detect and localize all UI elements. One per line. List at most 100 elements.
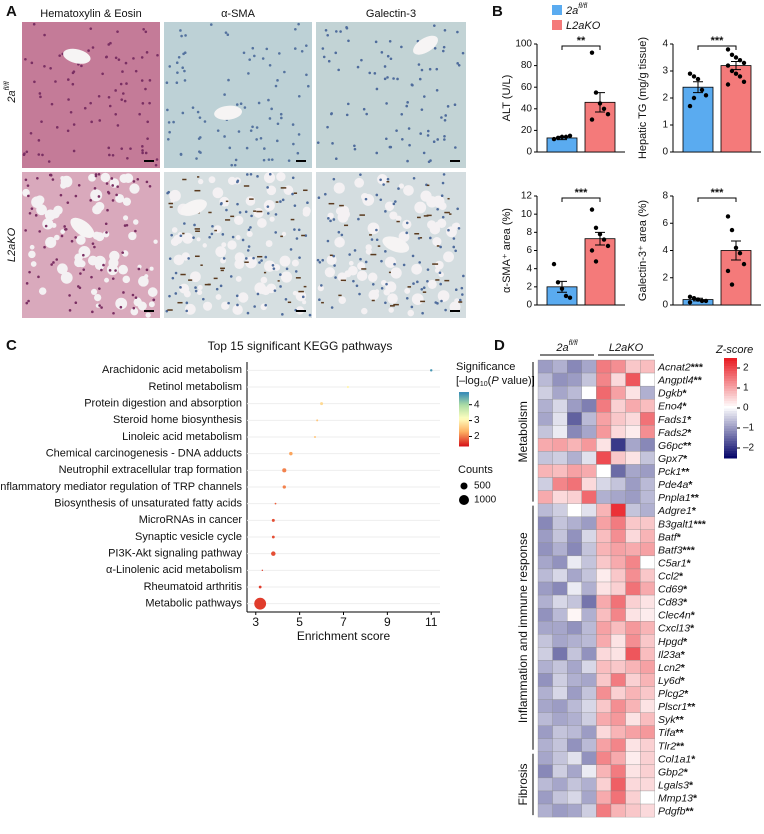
stain bbox=[194, 189, 201, 192]
nucleus bbox=[140, 56, 144, 59]
heatmap-cell bbox=[640, 516, 655, 530]
vacuole bbox=[263, 199, 275, 212]
significance-label: *** bbox=[711, 187, 725, 199]
colorbar-segment bbox=[724, 385, 737, 389]
nucleus bbox=[71, 71, 75, 75]
colorbar-tick-label: 2 bbox=[743, 363, 749, 374]
vacuole bbox=[426, 196, 438, 208]
nucleus bbox=[273, 289, 277, 292]
gene-label: Plcg2* bbox=[658, 688, 689, 700]
nucleus bbox=[114, 269, 117, 272]
nucleus bbox=[243, 106, 247, 109]
heatmap-cell bbox=[552, 764, 568, 779]
text-part: 2a bbox=[555, 342, 568, 354]
nucleus bbox=[245, 257, 248, 260]
nucleus bbox=[279, 285, 282, 288]
heatmap-cell bbox=[596, 438, 612, 452]
category-label: Arachidonic acid metabolism bbox=[102, 364, 242, 376]
heatmap-cell bbox=[552, 647, 568, 661]
colorbar-segment bbox=[724, 405, 737, 409]
nucleus bbox=[388, 40, 392, 43]
data-point bbox=[725, 47, 731, 52]
heatmap-cell bbox=[567, 372, 582, 387]
nucleus bbox=[72, 123, 76, 126]
nucleus bbox=[405, 231, 409, 235]
colorbar-segment bbox=[459, 412, 469, 415]
nucleus bbox=[203, 120, 207, 123]
heatmap-cell bbox=[625, 699, 641, 713]
text-part: Batf bbox=[658, 531, 678, 543]
vacuole bbox=[421, 191, 428, 197]
heatmap-cell bbox=[581, 751, 597, 766]
vacuole bbox=[30, 261, 37, 267]
nucleus bbox=[77, 285, 80, 288]
heatmap-cell bbox=[567, 712, 582, 726]
vacuole bbox=[128, 231, 137, 241]
nucleus bbox=[356, 65, 360, 69]
vacuole bbox=[60, 271, 73, 284]
y-tick-label: 8 bbox=[662, 191, 668, 202]
vacuole bbox=[51, 222, 57, 228]
heatmap-cell bbox=[625, 673, 641, 687]
vacuole bbox=[402, 219, 412, 229]
nucleus bbox=[285, 267, 289, 271]
heatmap-cell bbox=[537, 686, 553, 700]
nucleus bbox=[67, 78, 70, 81]
vacuole bbox=[88, 173, 96, 182]
heatmap-cell bbox=[596, 607, 612, 622]
nucleus bbox=[353, 147, 357, 151]
heatmap-cell bbox=[625, 464, 641, 478]
nucleus bbox=[327, 59, 331, 63]
heatmap-cell bbox=[537, 503, 553, 517]
y-tick-label: 4 bbox=[662, 39, 668, 50]
nucleus bbox=[122, 291, 125, 294]
nucleus bbox=[249, 226, 252, 229]
nucleus bbox=[268, 117, 272, 120]
text-part: Cd83 bbox=[658, 596, 683, 608]
nucleus bbox=[111, 184, 114, 187]
heatmap-cell bbox=[567, 568, 582, 583]
nucleus bbox=[70, 239, 74, 243]
heatmap-cell bbox=[610, 503, 626, 517]
gene-label: Batf* bbox=[658, 531, 682, 543]
colorbar-segment bbox=[724, 450, 737, 454]
heatmap-cell bbox=[552, 660, 568, 674]
data-point bbox=[567, 133, 573, 138]
nucleus bbox=[271, 263, 275, 267]
text-part: Eno4 bbox=[658, 400, 683, 412]
legend-swatch bbox=[552, 20, 562, 30]
vacuole bbox=[133, 297, 142, 307]
colorbar-segment bbox=[724, 393, 737, 396]
colorbar-segment bbox=[724, 358, 737, 361]
nucleus bbox=[246, 311, 250, 315]
gene-label: Pnpla1** bbox=[658, 492, 700, 504]
nucleus bbox=[446, 105, 450, 108]
nucleus bbox=[114, 89, 117, 92]
vacuole bbox=[100, 172, 111, 183]
nucleus bbox=[329, 219, 332, 223]
heatmap-cell bbox=[537, 751, 553, 766]
vacuole bbox=[388, 307, 394, 313]
stain bbox=[444, 279, 450, 282]
nucleus bbox=[229, 275, 233, 278]
vacuole bbox=[197, 178, 204, 185]
nucleus bbox=[168, 294, 171, 298]
nucleus bbox=[126, 156, 129, 160]
text-part: L2aKO bbox=[609, 342, 644, 354]
nucleus bbox=[179, 286, 182, 289]
heatmap-cell bbox=[596, 581, 612, 596]
heatmap-cell bbox=[552, 751, 568, 766]
nucleus bbox=[266, 186, 269, 189]
nucleus bbox=[104, 222, 108, 226]
heatmap-cell bbox=[625, 529, 641, 543]
vacuole bbox=[449, 301, 461, 313]
nucleus bbox=[318, 260, 322, 264]
nucleus bbox=[37, 153, 41, 156]
nucleus bbox=[179, 29, 182, 32]
colorbar-segment bbox=[459, 416, 469, 419]
nucleus bbox=[276, 122, 280, 126]
text-part: Tifa bbox=[658, 727, 676, 739]
nucleus bbox=[443, 138, 446, 141]
nucleus bbox=[141, 151, 144, 155]
nucleus bbox=[440, 299, 443, 303]
